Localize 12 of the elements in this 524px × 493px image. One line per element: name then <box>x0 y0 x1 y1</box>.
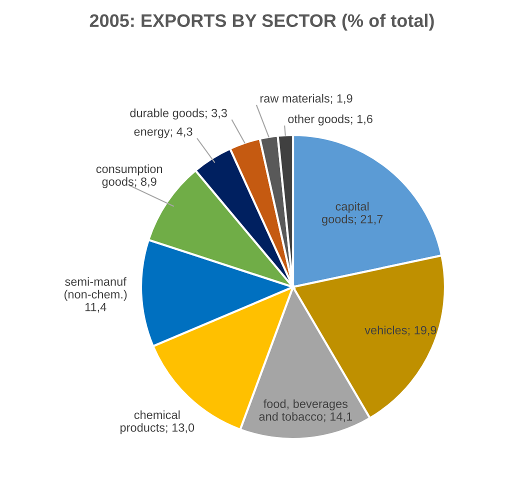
slice-label: food, beverages and tobacco; 14,1 <box>259 399 352 422</box>
slice-label: raw materials; 1,9 <box>260 94 352 104</box>
slice-label: chemical products; 13,0 <box>120 410 194 434</box>
slice-label: durable goods; 3,3 <box>130 108 227 120</box>
chart-title: 2005: EXPORTS BY SECTOR (% of total) <box>90 14 434 31</box>
data-label: 11,4 <box>85 303 106 313</box>
slice-label: capital goods; 21,7 <box>322 202 383 226</box>
slice-label: other goods; 1,6 <box>288 114 372 126</box>
slice-label: energy; 4,3 <box>134 127 192 138</box>
slice-label: consumption goods; 8,9 <box>96 164 162 188</box>
slice-label: semi-manuf (non-chem.) <box>64 277 127 301</box>
slice-label: vehicles; 19,9 <box>364 326 436 336</box>
